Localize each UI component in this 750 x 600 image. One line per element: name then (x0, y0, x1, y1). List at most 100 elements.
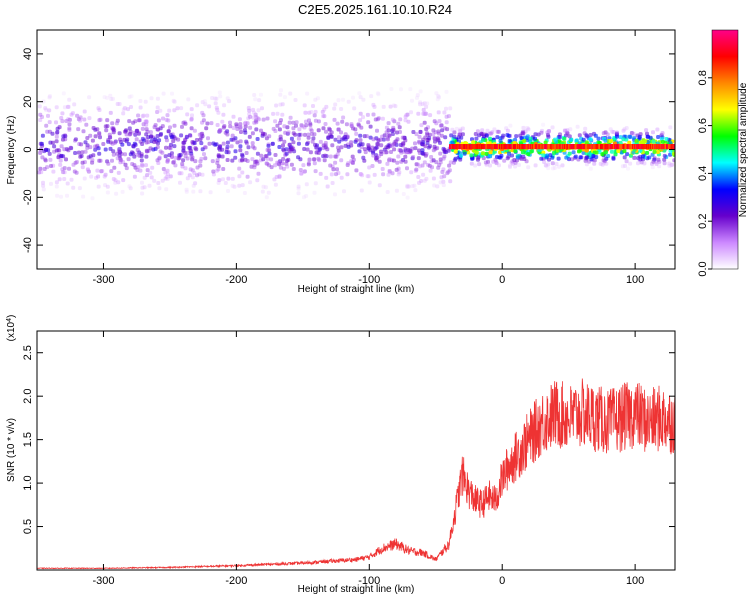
spectrogram-cell (217, 178, 222, 183)
spectrogram-cell (307, 110, 312, 115)
spectrogram-cell (203, 145, 208, 150)
spectrogram-cell (165, 168, 170, 173)
spectrogram-cell (201, 113, 206, 118)
spectrogram-cell (288, 115, 293, 120)
spectrogram-cell (104, 128, 109, 133)
spectrogram-cell (188, 133, 192, 138)
spectrogram-cell (85, 145, 90, 150)
spectrogram-cell (215, 158, 220, 163)
spectrogram-cell (485, 128, 490, 133)
spectrogram-cell (390, 117, 395, 122)
spectrogram-cell (331, 167, 336, 172)
spectrogram-cell (342, 189, 346, 194)
spectrogram-cell (372, 104, 377, 109)
spectrogram-cell (171, 160, 176, 165)
spectrogram-cell (438, 151, 443, 156)
spectrogram-cell (90, 158, 95, 163)
spectrogram-cell (195, 103, 200, 108)
spectrogram-cell (75, 113, 80, 118)
spectrogram-cell (143, 99, 148, 104)
spectrogram-cell (557, 135, 562, 139)
spectrogram-cell (379, 143, 384, 148)
spectrogram-cell (330, 164, 335, 169)
spectrogram-cell (369, 94, 374, 99)
spectrogram-cell (278, 121, 283, 125)
spectrogram-cell (672, 158, 675, 163)
spectrogram-cell (425, 101, 430, 106)
spectrogram-cell (123, 162, 128, 167)
spectrogram-cell (604, 156, 609, 161)
spectrogram-cell (335, 167, 339, 172)
spectrogram-cell (444, 89, 449, 94)
spectrogram-cell (520, 131, 525, 136)
spectrogram-cell (254, 120, 259, 125)
spectrogram-cell (575, 124, 580, 129)
spectrogram-cell (552, 165, 557, 170)
spectrogram-cell (416, 175, 421, 179)
spectrogram-cell (371, 150, 375, 155)
spectrogram-cell (207, 104, 212, 109)
spectrogram-cell (373, 117, 378, 122)
spectrogram-cell (225, 132, 230, 137)
spectrogram-cell (284, 161, 289, 166)
spectrogram-cell (106, 161, 111, 166)
spectrogram-cell (164, 145, 168, 150)
spectrogram-cell (381, 137, 386, 142)
snr-x-tick-label: 0 (499, 575, 505, 587)
spectrogram-cell (361, 97, 366, 102)
spectrogram-cell (627, 134, 632, 139)
spectrogram-x-tick-label: -100 (358, 274, 380, 286)
spectrogram-cell (325, 184, 330, 189)
spectrogram-cell (133, 142, 138, 147)
spectrogram-cell (93, 144, 98, 149)
spectrogram-cell (352, 106, 357, 111)
spectrogram-cell (394, 139, 399, 144)
spectrogram-cell (567, 134, 572, 139)
spectrogram-cell (139, 152, 144, 157)
spectrogram-cell (438, 123, 443, 128)
spectrogram-cell (420, 102, 425, 107)
spectrogram-cell (225, 144, 230, 149)
spectrogram-cell (238, 122, 243, 127)
spectrogram-cell (339, 107, 344, 111)
spectrogram-cell (144, 163, 148, 168)
spectrogram-cell (668, 125, 673, 130)
spectrogram-cell (507, 151, 511, 156)
spectrogram-cell (316, 128, 321, 133)
spectrogram-cell (340, 137, 345, 142)
spectrogram-cell (93, 147, 98, 152)
spectrogram-cell (443, 135, 448, 140)
spectrogram-cell (61, 170, 66, 175)
spectrogram-cell (185, 151, 190, 156)
spectrogram-cell (408, 149, 413, 154)
spectrogram-cell (265, 148, 270, 152)
spectrogram-y-tick-label: 20 (22, 96, 34, 108)
spectrogram-cell (182, 150, 187, 155)
spectrogram-cell (93, 134, 98, 139)
spectrogram-cell (252, 110, 256, 115)
spectrogram-cell (76, 150, 81, 155)
spectrogram-cell (349, 159, 354, 164)
spectrogram-cell (215, 161, 220, 165)
spectrogram-cell (277, 127, 282, 132)
spectrogram-cell (415, 93, 420, 98)
spectrogram-cell (102, 95, 107, 100)
spectrogram-cell (359, 125, 364, 130)
spectrogram-cell (432, 136, 437, 141)
spectrogram-cell (214, 105, 219, 110)
spectrogram-cell (246, 145, 251, 150)
spectrogram-cell (290, 147, 294, 152)
spectrogram-cell (390, 132, 395, 136)
spectrogram-cell (189, 107, 194, 112)
spectrogram-cell (134, 129, 139, 133)
spectrogram-cell (62, 177, 67, 181)
spectrogram-cell (442, 110, 447, 115)
spectrogram-cell (495, 129, 500, 134)
spectrogram-cell (371, 112, 376, 117)
spectrogram-cell (67, 97, 72, 102)
spectrogram-cell (62, 147, 67, 152)
spectrogram-cell (240, 158, 244, 163)
spectrogram-cell (471, 140, 476, 145)
spectrogram-cell (221, 125, 226, 130)
spectrogram-cell (143, 119, 148, 124)
